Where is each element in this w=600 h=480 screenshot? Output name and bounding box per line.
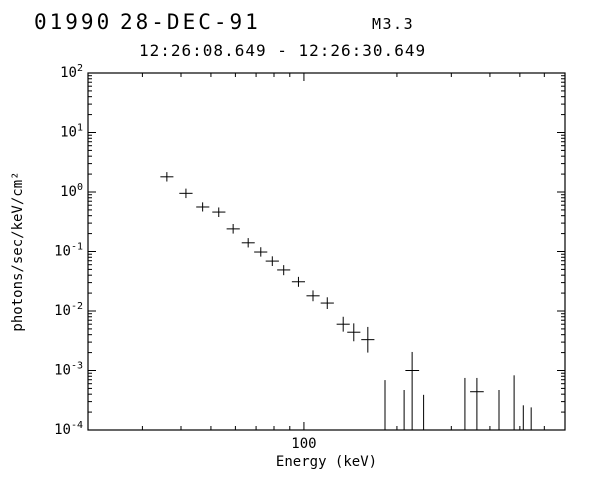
- time-interval-label: 12:26:08.649 - 12:26:30.649: [139, 41, 427, 60]
- flare-class-label: M3.3: [372, 15, 415, 33]
- svg-text:10-4: 10-4: [54, 420, 83, 438]
- svg-text:100: 100: [60, 182, 83, 200]
- svg-text:101: 101: [60, 123, 83, 141]
- svg-text:100: 100: [291, 436, 316, 452]
- svg-text:10-3: 10-3: [54, 361, 83, 379]
- svg-text:photons/sec/keV/cm²: photons/sec/keV/cm²: [10, 171, 26, 331]
- svg-text:Energy (keV): Energy (keV): [276, 454, 377, 470]
- svg-text:102: 102: [60, 63, 83, 81]
- svg-text:10-2: 10-2: [54, 301, 83, 319]
- burst-id-label: 01990: [34, 10, 113, 34]
- svg-text:10-1: 10-1: [54, 242, 83, 260]
- date-label: 28-DEC-91: [120, 10, 261, 34]
